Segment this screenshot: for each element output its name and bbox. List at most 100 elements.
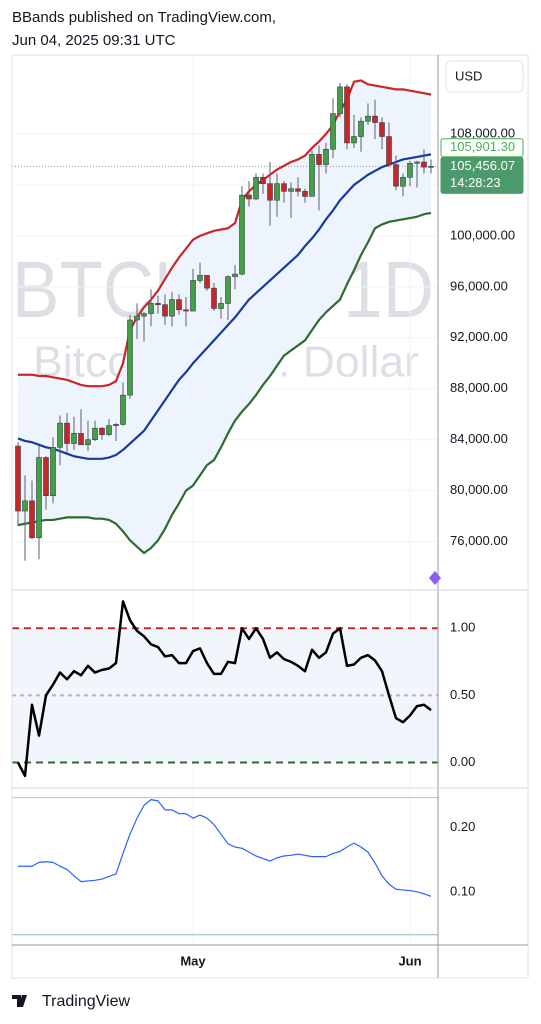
candle-body <box>267 183 273 201</box>
candle-body <box>421 161 427 168</box>
price-label-box <box>440 138 524 158</box>
candle-body <box>176 299 182 311</box>
countdown: 14:28:23 <box>450 175 501 190</box>
grid <box>12 55 438 945</box>
logo-icon <box>12 995 27 1007</box>
candle-body <box>288 188 294 192</box>
candle-body <box>141 313 147 317</box>
candle-body <box>379 122 385 137</box>
candle-body <box>169 299 175 317</box>
candle-body <box>281 183 287 192</box>
candle-body <box>71 433 77 444</box>
footer-brand: TradingView <box>42 993 130 1010</box>
footer-logo <box>12 995 27 1007</box>
candle-body <box>246 194 252 200</box>
price-label: 105,456.07 <box>450 158 515 173</box>
candle-body <box>386 136 392 165</box>
candle-body <box>358 120 364 137</box>
candle-body <box>134 315 140 321</box>
candle-body <box>218 303 224 309</box>
y-tick-label: 84,000.00 <box>450 431 508 446</box>
y-tick-label: 0.10 <box>450 883 475 898</box>
candle-body <box>295 188 301 192</box>
candle-body <box>407 162 413 178</box>
candle-body <box>127 319 133 396</box>
marks <box>15 79 434 897</box>
y-tick-label: 76,000.00 <box>450 533 508 548</box>
candle-body <box>316 154 322 165</box>
candle-body <box>351 136 357 144</box>
candle-body <box>148 303 154 314</box>
candle-body <box>22 500 28 512</box>
price-label-box <box>440 156 524 194</box>
header-line: Jun 04, 2025 09:31 UTC <box>12 32 176 49</box>
candle-body <box>323 148 329 165</box>
candle-body <box>36 457 42 539</box>
y-tick-label: 108,000.00 <box>450 125 515 140</box>
candle-body <box>85 439 91 446</box>
candle-body <box>330 113 336 150</box>
frame-border <box>11 54 529 979</box>
candle-body <box>309 154 315 197</box>
currency: USD <box>455 68 482 83</box>
candle-body <box>106 425 112 435</box>
candle-body <box>15 445 21 512</box>
y-tick-label: 92,000.00 <box>450 329 508 344</box>
y-tick-label: 0.20 <box>450 819 475 834</box>
band-lower <box>17 211 432 555</box>
candle-body <box>43 457 49 497</box>
candle-body <box>232 273 238 277</box>
candle-body <box>197 275 203 281</box>
candle-body <box>414 161 420 164</box>
candle-body <box>190 280 196 312</box>
candle-body <box>57 422 63 448</box>
candle-body <box>92 427 98 440</box>
y-tick-label: 1.00 <box>450 620 475 635</box>
x-tick-label: Jun <box>398 953 421 968</box>
labels: BBands published on TradingView.com, Jun… <box>12 9 524 1010</box>
y-tick-label: 100,000.00 <box>450 227 515 242</box>
header-line: BBands published on TradingView.com, <box>12 9 276 26</box>
candle-body <box>78 433 84 446</box>
candle-body <box>64 422 70 444</box>
candle-body <box>400 176 406 187</box>
indicator-line <box>18 799 432 897</box>
frame: USD <box>11 54 529 979</box>
candle-body <box>162 304 168 317</box>
y-tick-label: 96,000.00 <box>450 278 508 293</box>
band-basis <box>17 153 432 460</box>
candle-body <box>365 115 371 122</box>
candle-body <box>344 86 350 144</box>
candle-body <box>183 309 189 312</box>
candle-body <box>393 164 399 187</box>
candle-body <box>274 183 280 201</box>
candle-body <box>239 194 245 275</box>
currency-box <box>445 60 524 93</box>
candle-body <box>50 447 56 497</box>
candle-body <box>113 424 119 426</box>
candle-body <box>225 276 231 304</box>
candle-body <box>260 176 266 184</box>
candle-body <box>155 303 161 305</box>
x-tick-label: May <box>180 953 206 968</box>
y-tick-label: 88,000.00 <box>450 380 508 395</box>
candle-body <box>120 394 126 425</box>
candle-body <box>253 176 259 200</box>
band-fill <box>18 80 431 554</box>
candle-body <box>99 427 105 435</box>
y-tick-label: 0.00 <box>450 754 475 769</box>
candle-body <box>428 166 434 168</box>
candle-body <box>372 115 378 123</box>
band-upper <box>18 79 432 388</box>
candle-body <box>302 190 308 197</box>
candle-body <box>337 86 343 114</box>
event-marker <box>429 571 441 585</box>
candle-body <box>211 287 217 309</box>
y-tick-label: 80,000.00 <box>450 482 508 497</box>
y-tick-label: 0.50 <box>450 687 475 702</box>
price-label: 105,901.30 <box>450 139 515 154</box>
candle-body <box>29 500 35 539</box>
candle-body <box>204 275 210 289</box>
indicator-line <box>16 600 432 778</box>
